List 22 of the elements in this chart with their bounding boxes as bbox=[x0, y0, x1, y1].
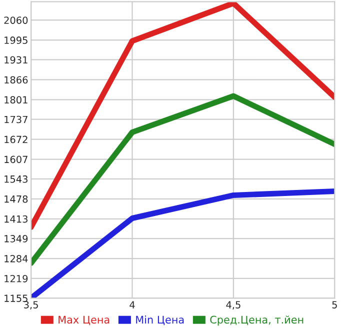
x-tick-label: 4,5 bbox=[226, 301, 240, 310]
y-tick-label: 1801 bbox=[4, 96, 28, 104]
y-tick-label: 1737 bbox=[4, 116, 28, 124]
y-tick-label: 1284 bbox=[4, 254, 28, 262]
y-tick-label: 1219 bbox=[4, 274, 28, 282]
y-tick-label: 1931 bbox=[4, 56, 28, 64]
legend-label: Min Цена bbox=[136, 316, 184, 326]
legend-label: Сред.Цена, т.йен bbox=[210, 316, 304, 326]
y-tick-label: 1478 bbox=[4, 195, 28, 203]
x-tick-label: 4 bbox=[130, 301, 135, 308]
y-tick-label: 1543 bbox=[4, 175, 28, 183]
x-tick-label: 3,5 bbox=[24, 301, 38, 310]
y-tick-label: 1155 bbox=[4, 294, 28, 302]
y-tick-label: 1672 bbox=[4, 136, 28, 144]
y-tick-label: 1607 bbox=[4, 156, 28, 164]
y-tick-label: 1995 bbox=[4, 36, 28, 44]
x-tick-label: 5 bbox=[332, 301, 337, 308]
y-tick-label: 1349 bbox=[4, 235, 28, 242]
y-tick-label: 1866 bbox=[4, 76, 28, 84]
legend-label: Max Цена bbox=[58, 316, 110, 326]
y-tick-label: 2060 bbox=[4, 16, 28, 24]
y-tick-label: 1413 bbox=[4, 215, 28, 223]
